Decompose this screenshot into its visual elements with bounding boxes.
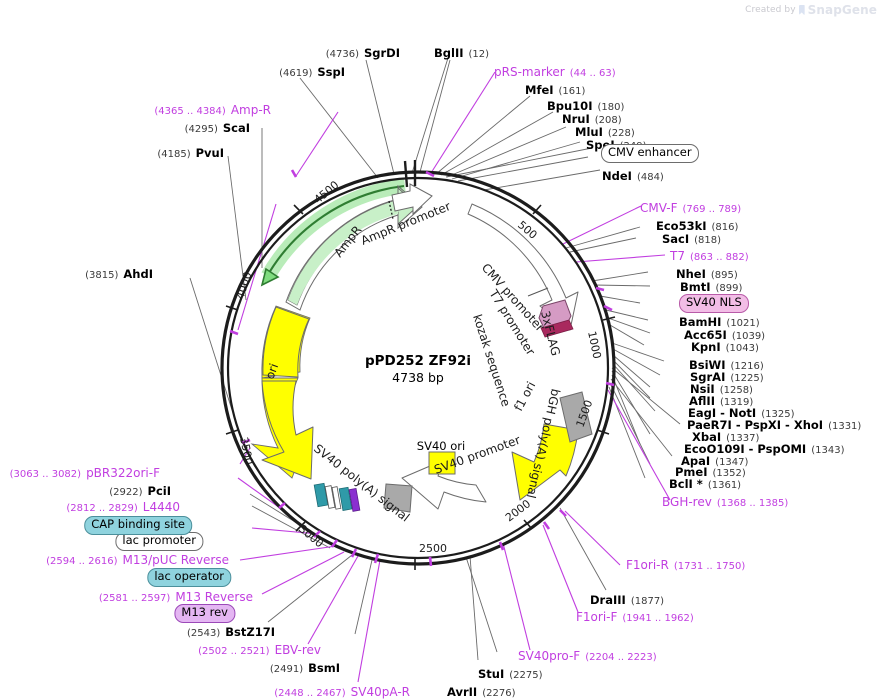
primer-label-sv40pro-f[interactable]: SV40pro-F (2204 .. 2223) bbox=[518, 649, 657, 663]
svg-text:ori: ori bbox=[263, 362, 281, 381]
badge-cmv-enhancer[interactable]: CMV enhancer bbox=[601, 144, 699, 163]
ampr-promoter-tick bbox=[388, 200, 394, 220]
enzyme-label-avrii[interactable]: AvrII (2276) bbox=[447, 685, 516, 699]
enzyme-label-bsmi[interactable]: (2491) BsmI bbox=[269, 661, 340, 675]
enzyme-label-bmti[interactable]: BmtI (899) bbox=[680, 280, 743, 294]
enzyme-label-mfei[interactable]: MfeI (161) bbox=[525, 83, 586, 97]
enzyme-label-bpu10i[interactable]: Bpu10I (180) bbox=[547, 99, 625, 113]
ampr-direction-arrow bbox=[260, 267, 280, 287]
feature-ampr-outline bbox=[285, 184, 423, 311]
badge-cap-binding-site[interactable]: CAP binding site bbox=[84, 516, 192, 535]
primer-ticks bbox=[229, 169, 615, 567]
watermark-brand: SnapGene bbox=[807, 3, 877, 17]
enzyme-label-draiii[interactable]: DraIII (1877) bbox=[590, 593, 665, 607]
sv40-ori-caption: SV40 ori bbox=[416, 439, 466, 453]
enzyme-leader-lines bbox=[189, 57, 681, 661]
svg-text:f1 ori: f1 ori bbox=[511, 379, 538, 413]
enzyme-label-mlui[interactable]: MluI (228) bbox=[575, 125, 635, 139]
enzyme-label-bamhi[interactable]: BamHI (1021) bbox=[679, 315, 760, 329]
enzyme-label-pmei[interactable]: PmeI (1352) bbox=[675, 465, 746, 479]
mcs-feature-cluster bbox=[313, 482, 361, 512]
enzyme-label-sspi[interactable]: (4619) SspI bbox=[279, 65, 345, 79]
plasmid-backbone-inner bbox=[226, 176, 610, 560]
svg-text:2000: 2000 bbox=[503, 497, 533, 524]
enzyme-label-ndei[interactable]: NdeI (484) bbox=[602, 169, 664, 183]
badge-m13-rev[interactable]: M13 rev bbox=[174, 604, 235, 623]
enzyme-label-paer7i-pspxi-xhoi[interactable]: PaeR7I - PspXI - XhoI (1331) bbox=[687, 418, 862, 432]
cut-site-ticks bbox=[403, 160, 417, 188]
enzyme-label-apai[interactable]: ApaI (1347) bbox=[681, 454, 749, 468]
feature-sv40-polya bbox=[383, 483, 413, 513]
plasmid-name: pPD252 ZF92i bbox=[364, 353, 472, 369]
svg-text:3000: 3000 bbox=[296, 522, 326, 550]
enzyme-label-pvui[interactable]: (4185) PvuI bbox=[157, 146, 224, 160]
plasmid-size: 4738 bp bbox=[392, 370, 444, 385]
svg-text:2500: 2500 bbox=[419, 542, 447, 555]
ampr-dark-line bbox=[265, 184, 405, 279]
enzyme-label-ecoo109i-pspomi[interactable]: EcoO109I - PspOMI (1343) bbox=[684, 442, 845, 456]
feature-3xflag-tag bbox=[540, 319, 574, 338]
badge-lac-operator[interactable]: lac operator bbox=[147, 568, 231, 587]
enzyme-label-sgrdi[interactable]: (4736) SgrDI bbox=[325, 46, 400, 60]
enzyme-label-nsii[interactable]: NsiI (1258) bbox=[690, 382, 753, 396]
enzyme-label-bcli[interactable]: BclI * (1361) bbox=[669, 477, 742, 491]
primer-label-cmv-f[interactable]: CMV-F (769 .. 789) bbox=[640, 201, 742, 215]
snapgene-watermark: Created by SnapGene bbox=[745, 3, 877, 17]
enzyme-label-nrui[interactable]: NruI (208) bbox=[562, 112, 622, 126]
enzyme-label-kpni[interactable]: KpnI (1043) bbox=[691, 340, 759, 354]
enzyme-label-acc65i[interactable]: Acc65I (1039) bbox=[684, 328, 766, 342]
svg-text:1000: 1000 bbox=[585, 330, 604, 360]
feature-sv40-promoter bbox=[401, 459, 487, 510]
primer-label-pbr322ori-f[interactable]: (3063 .. 3082) pBR322ori-F bbox=[9, 466, 160, 480]
svg-text:SV40 poly(A) signal: SV40 poly(A) signal bbox=[311, 441, 412, 524]
enzyme-label-ahdi[interactable]: (3815) AhdI bbox=[85, 267, 153, 281]
enzyme-label-eagi-noti[interactable]: EagI - NotI (1325) bbox=[688, 406, 795, 420]
feature-ampr-promoter bbox=[391, 183, 433, 216]
ruler-ticks bbox=[225, 204, 616, 570]
watermark-created-by: Created by bbox=[745, 5, 796, 15]
primer-label-ebv-rev[interactable]: (2502 .. 2521) EBV-rev bbox=[198, 643, 321, 657]
primer-label-bgh-rev[interactable]: BGH-rev (1368 .. 1385) bbox=[662, 495, 789, 509]
enzyme-label-stui[interactable]: StuI (2275) bbox=[478, 667, 543, 681]
primer-label-f1ori-f[interactable]: F1ori-F (1941 .. 1962) bbox=[576, 610, 694, 624]
primer-label-prs-marker[interactable]: pRS-marker (44 .. 63) bbox=[494, 65, 616, 79]
feature-f1-ori bbox=[511, 423, 579, 501]
enzyme-label-xbai[interactable]: XbaI (1337) bbox=[692, 430, 760, 444]
primer-label-amp-r[interactable]: (4365 .. 4384) Amp-R bbox=[154, 103, 271, 117]
badge-sv40-nls[interactable]: SV40 NLS bbox=[679, 294, 749, 313]
primer-label-f1ori-r[interactable]: F1ori-R (1731 .. 1750) bbox=[626, 558, 746, 572]
enzyme-label-eco53ki[interactable]: Eco53kI (816) bbox=[656, 219, 739, 233]
flag-tick bbox=[527, 287, 549, 297]
feature-ampr-body bbox=[288, 200, 398, 305]
badge-lac-promoter[interactable]: lac promoter bbox=[115, 532, 203, 551]
enzyme-label-bstz17i[interactable]: (2543) BstZ17I bbox=[187, 625, 275, 639]
enzyme-label-saci[interactable]: SacI (818) bbox=[662, 232, 722, 246]
enzyme-label-sgrai[interactable]: SgrAI (1225) bbox=[690, 370, 764, 384]
feature-bgh-polya bbox=[559, 391, 593, 443]
enzyme-label-scai[interactable]: (4295) ScaI bbox=[184, 121, 250, 135]
feature-sv40-ori bbox=[428, 451, 456, 475]
plasmid-backbone-outer bbox=[220, 170, 616, 566]
feature-ori bbox=[261, 306, 314, 480]
primer-label-t7[interactable]: T7 (863 .. 882) bbox=[670, 249, 749, 263]
snapgene-logo-icon bbox=[798, 4, 805, 16]
enzyme-label-bglii[interactable]: BglII (12) bbox=[434, 46, 490, 60]
primer-label-m13-reverse[interactable]: (2581 .. 2597) M13 Reverse bbox=[98, 590, 253, 604]
enzyme-label-aflii[interactable]: AflII (1319) bbox=[689, 394, 754, 408]
enzyme-label-pcii[interactable]: (2922) PciI bbox=[109, 484, 171, 498]
primer-label-m13-puc-reverse[interactable]: (2594 .. 2616) M13/pUC Reverse bbox=[46, 553, 229, 567]
enzyme-label-nhei[interactable]: NheI (895) bbox=[676, 267, 738, 281]
enzyme-label-bsiwi[interactable]: BsiWI (1216) bbox=[689, 358, 764, 372]
svg-text:3500: 3500 bbox=[237, 436, 256, 466]
primer-label-l4440[interactable]: (2812 .. 2829) L4440 bbox=[66, 500, 180, 514]
primer-label-sv40pa-r[interactable]: (2448 .. 2467) SV40pA-R bbox=[274, 685, 410, 699]
